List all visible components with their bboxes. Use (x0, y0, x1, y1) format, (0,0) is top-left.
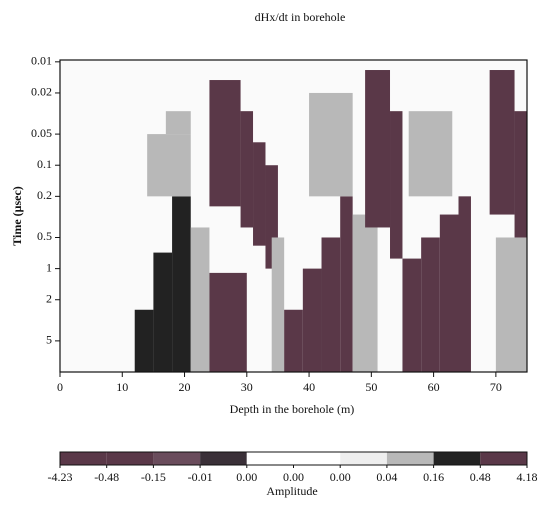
colorbar-tick-label: 0.00 (330, 470, 351, 484)
heat-cell (514, 111, 527, 238)
colorbar-segment (60, 452, 107, 465)
y-tick-label: 0.2 (37, 188, 52, 202)
colorbar-tick-label: -0.01 (188, 470, 213, 484)
heat-cell (134, 309, 154, 372)
x-tick-label: 60 (428, 380, 440, 394)
colorbar-segment (433, 452, 481, 465)
y-tick-label: 0.05 (31, 126, 52, 140)
heat-cell (489, 70, 515, 215)
heat-cell (495, 237, 527, 372)
heat-cell (439, 214, 459, 372)
colorbar-segment (340, 452, 387, 465)
colorbar-tick-label: 0.16 (423, 470, 444, 484)
colorbar-label: Amplitude (266, 484, 317, 498)
heat-cell (408, 111, 453, 197)
heat-cell (321, 237, 341, 372)
y-tick-label: 0.02 (31, 85, 52, 99)
x-tick-label: 30 (241, 380, 253, 394)
colorbar-segment (153, 452, 201, 465)
colorbar-segment (293, 452, 341, 465)
colorbar-segment (246, 452, 294, 465)
heat-cell (147, 134, 191, 197)
heat-cell (190, 227, 210, 372)
heat-cell (421, 237, 440, 372)
heat-cell (165, 111, 191, 135)
heat-cell (172, 196, 191, 372)
y-tick-label: 0.01 (31, 54, 52, 68)
heat-cell (240, 111, 254, 228)
heat-cell (352, 214, 378, 372)
heat-cell (284, 309, 303, 372)
x-tick-label: 70 (490, 380, 502, 394)
colorbar-segment (106, 452, 154, 465)
x-tick-label: 40 (303, 380, 315, 394)
colorbar-tick-label: -0.15 (141, 470, 166, 484)
colorbar-tick-label: -4.23 (48, 470, 73, 484)
heat-cell (309, 92, 353, 197)
heat-cell (209, 272, 247, 372)
heat-cell (402, 258, 422, 372)
x-tick-label: 0 (57, 380, 63, 394)
heat-cell (271, 237, 285, 372)
y-tick-label: 1 (46, 260, 52, 274)
colorbar-tick-label: 0.48 (470, 470, 491, 484)
heat-cell (253, 142, 266, 246)
colorbar-tick-label: 0.04 (376, 470, 397, 484)
y-tick-label: 2 (46, 291, 52, 305)
colorbar-segment (480, 452, 527, 465)
chart-title: dHx/dt in borehole (255, 10, 346, 24)
colorbar-segment (200, 452, 247, 465)
heat-cell (365, 70, 391, 228)
colorbar-tick-label: 4.18 (517, 470, 538, 484)
heat-cell (390, 111, 403, 259)
x-tick-label: 10 (116, 380, 128, 394)
colorbar-tick-label: 0.00 (283, 470, 304, 484)
y-axis-label: Time (μsec) (10, 186, 24, 246)
y-tick-label: 0.1 (37, 157, 52, 171)
colorbar-tick-label: -0.48 (94, 470, 119, 484)
plot-frame (59, 59, 528, 373)
y-tick-label: 5 (46, 333, 52, 347)
heat-cell (340, 196, 353, 372)
colorbar-tick-label: 0.00 (236, 470, 257, 484)
heat-cell (209, 80, 241, 207)
colorbar-segment (386, 452, 434, 465)
heat-cell (458, 196, 471, 372)
x-tick-label: 50 (365, 380, 377, 394)
x-tick-label: 20 (179, 380, 191, 394)
heat-cell (153, 252, 173, 372)
heat-cell (302, 268, 322, 372)
y-tick-label: 0.5 (37, 229, 52, 243)
x-axis-label: Depth in the borehole (m) (230, 402, 355, 416)
